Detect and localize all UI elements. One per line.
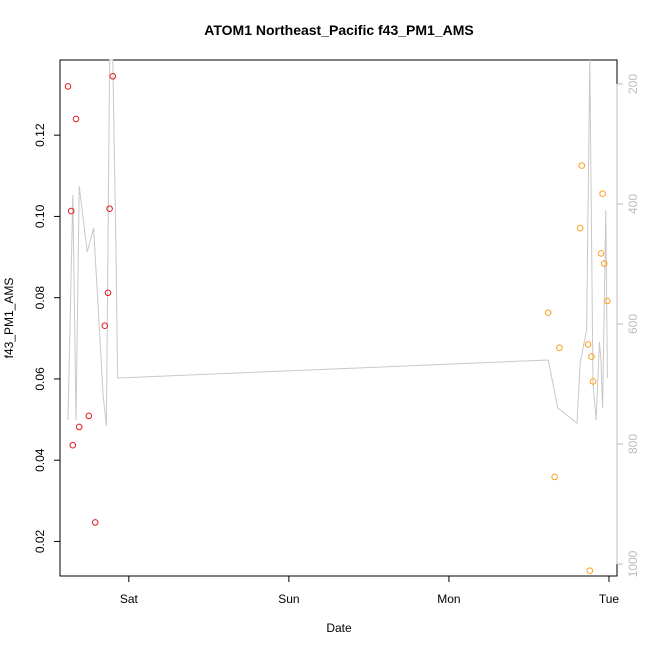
y-axis-label: f43_PM1_AMS <box>2 278 16 359</box>
y-tick-label: 0.06 <box>33 367 47 391</box>
data-point <box>599 190 606 197</box>
x-axis-label: Date <box>326 621 352 635</box>
data-point <box>588 353 595 360</box>
data-point <box>600 260 608 267</box>
data-point <box>106 205 113 212</box>
data-point <box>556 344 563 352</box>
x-axis: Sat Sun Mon Tue <box>120 576 620 606</box>
right-tick-label: 800 <box>626 434 640 454</box>
right-y-axis: 200 400 600 800 1000 <box>616 74 640 577</box>
right-tick-label: 600 <box>626 314 640 334</box>
data-point <box>64 83 72 90</box>
x-tick-label: Mon <box>437 592 460 606</box>
data-point <box>544 309 552 317</box>
data-point <box>67 207 75 215</box>
data-point <box>85 412 93 420</box>
data-point <box>75 423 83 431</box>
data-point <box>69 441 77 449</box>
x-tick-label: Sat <box>120 592 139 606</box>
data-point <box>576 224 584 232</box>
data-point <box>101 322 109 330</box>
y-tick-label: 0.04 <box>33 448 47 472</box>
data-point <box>589 378 597 385</box>
data-point <box>72 115 80 123</box>
y-tick-label: 0.12 <box>33 123 47 147</box>
line-layer <box>67 59 608 427</box>
x-tick-label: Tue <box>599 592 620 606</box>
x-tick-label: Sun <box>278 592 299 606</box>
plot-frame <box>59 59 618 577</box>
y-tick-label: 0.08 <box>33 286 47 310</box>
y-axis: 0.02 0.04 0.06 0.08 0.10 0.12 <box>33 123 60 553</box>
data-point <box>91 519 99 526</box>
data-point <box>604 297 611 305</box>
data-point <box>586 567 594 575</box>
right-tick-label: 400 <box>626 194 640 214</box>
data-point <box>109 73 117 80</box>
chart-title: ATOM1 Northeast_Pacific f43_PM1_AMS <box>204 22 473 38</box>
data-point <box>104 289 112 297</box>
right-tick-label: 1000 <box>626 550 640 577</box>
data-point <box>578 162 586 169</box>
y-tick-label: 0.10 <box>33 204 47 228</box>
data-point <box>551 473 558 481</box>
data-point <box>584 341 592 348</box>
y-tick-label: 0.02 <box>33 529 47 553</box>
line-series <box>67 59 608 427</box>
right-tick-label: 200 <box>626 74 640 94</box>
points-layer <box>64 73 611 575</box>
data-point <box>597 250 605 257</box>
